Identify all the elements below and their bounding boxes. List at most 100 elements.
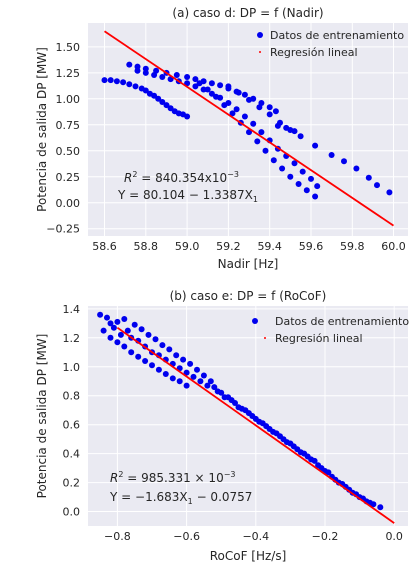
data-point (151, 72, 158, 78)
scatter-points-a (101, 61, 393, 200)
x-tick-label: 60.0 (381, 240, 406, 253)
y-tick-labels-b: 0.0 0.2 0.4 0.6 0.8 1.0 1.2 1.4 (63, 303, 81, 519)
data-point (254, 138, 261, 145)
chart-a: 58.6 58.8 59.0 59.2 59.4 59.6 59.8 60.0 −0.25 0.… (35, 6, 408, 271)
data-point (197, 378, 204, 385)
data-point (208, 80, 215, 87)
y-tick-labels-a: −0.25 0.00 0.25 0.50 0.75 1.00 1.25 1.50 (46, 41, 80, 236)
legend-label-scatter-a: Datos de entrenamiento (270, 29, 404, 42)
data-point (180, 356, 187, 363)
y-tick-label: 0.0 (63, 506, 81, 519)
data-point (126, 61, 133, 68)
data-point (263, 423, 270, 430)
chart-b: −0.8 −0.6 −0.4 −0.2 0.0 0.0 0.2 0.4 0.6 0.8 1.0 1.… (35, 289, 409, 563)
equation-annotation-a: Y = 80.104 − 1.3387X1 (117, 188, 258, 204)
gridlines-b (88, 306, 408, 526)
regression-line (103, 30, 395, 227)
data-point (104, 314, 110, 321)
data-point (213, 93, 219, 100)
data-point (173, 72, 180, 78)
data-point (192, 83, 199, 90)
data-point (235, 404, 242, 411)
data-point (142, 69, 149, 76)
data-point (297, 449, 304, 456)
data-point (184, 113, 191, 120)
x-tick-label: −0.6 (173, 530, 200, 543)
data-point (128, 349, 135, 356)
data-point (233, 106, 240, 113)
data-point (279, 165, 286, 172)
chart-title-a: (a) caso d: DP = f (Nadir) (172, 6, 323, 20)
data-point (113, 78, 120, 85)
equation-annotation-b: Y = −1.683X1 − 0.0757 (109, 490, 252, 506)
data-point (107, 334, 114, 341)
data-point (249, 413, 256, 419)
legend-marker-scatter-a (257, 32, 263, 38)
y-tick-label: 0.6 (63, 419, 81, 432)
data-point (120, 79, 127, 86)
data-point (134, 63, 141, 70)
legend-label-scatter-b: Datos de entrenamiento (275, 315, 409, 328)
data-point (283, 439, 290, 446)
data-point (374, 182, 380, 189)
data-point (121, 343, 128, 350)
y-tick-label: 0.50 (56, 145, 81, 158)
y-tick-label: 1.0 (63, 361, 81, 374)
x-tick-label: −0.8 (104, 530, 131, 543)
y-tick-label: 0.4 (63, 448, 81, 461)
data-point (132, 83, 139, 90)
legend-label-line-a: Regresión lineal (270, 46, 358, 59)
y-tick-label: 1.4 (63, 303, 81, 316)
data-point (166, 346, 173, 353)
data-point (173, 352, 180, 359)
data-point (266, 111, 273, 118)
data-point (225, 83, 232, 90)
data-point (204, 86, 211, 93)
data-point (377, 504, 384, 511)
data-point (159, 99, 166, 105)
data-point (250, 120, 257, 127)
data-point (190, 373, 197, 380)
data-point (131, 321, 138, 328)
data-point (155, 366, 162, 373)
data-point (159, 74, 166, 80)
regression-line-b (116, 326, 395, 524)
y-tick-label: 1.25 (56, 67, 81, 80)
regression-line (116, 326, 395, 524)
x-tick-labels-a: 58.6 58.8 59.0 59.2 59.4 59.6 59.8 60.0 (92, 240, 406, 253)
data-point (176, 378, 183, 385)
data-point (353, 165, 360, 172)
y-axis-label-b: Potencia de salida DP [MW] (35, 334, 49, 499)
data-point (228, 397, 235, 404)
data-point (214, 388, 221, 395)
data-point (314, 183, 321, 190)
data-point (270, 157, 277, 164)
r2-annotation-b: R2 = 985.331 × 10−3 (110, 470, 236, 485)
data-point (299, 168, 306, 175)
data-point (187, 360, 194, 367)
data-point (162, 371, 169, 377)
data-point (101, 77, 108, 84)
data-point (208, 90, 215, 97)
data-point (200, 372, 207, 379)
data-point (308, 175, 314, 182)
x-tick-label: 0.0 (385, 530, 403, 543)
y-tick-label: 1.00 (56, 93, 81, 106)
legend-label-line-b: Regresión lineal (275, 332, 363, 345)
data-point (183, 369, 190, 376)
data-point (183, 382, 190, 389)
data-point (155, 95, 162, 102)
x-axis-label-b: RoCoF [Hz/s] (210, 549, 287, 563)
data-point (221, 102, 228, 109)
data-point (365, 174, 372, 181)
data-point (291, 160, 298, 167)
data-point (229, 110, 236, 117)
y-tick-label: 0.2 (63, 477, 81, 490)
x-tick-label: 58.6 (92, 240, 117, 253)
data-point (235, 89, 242, 96)
data-point (142, 65, 149, 72)
data-point (270, 428, 277, 435)
data-point (126, 81, 133, 88)
data-point (97, 311, 104, 318)
